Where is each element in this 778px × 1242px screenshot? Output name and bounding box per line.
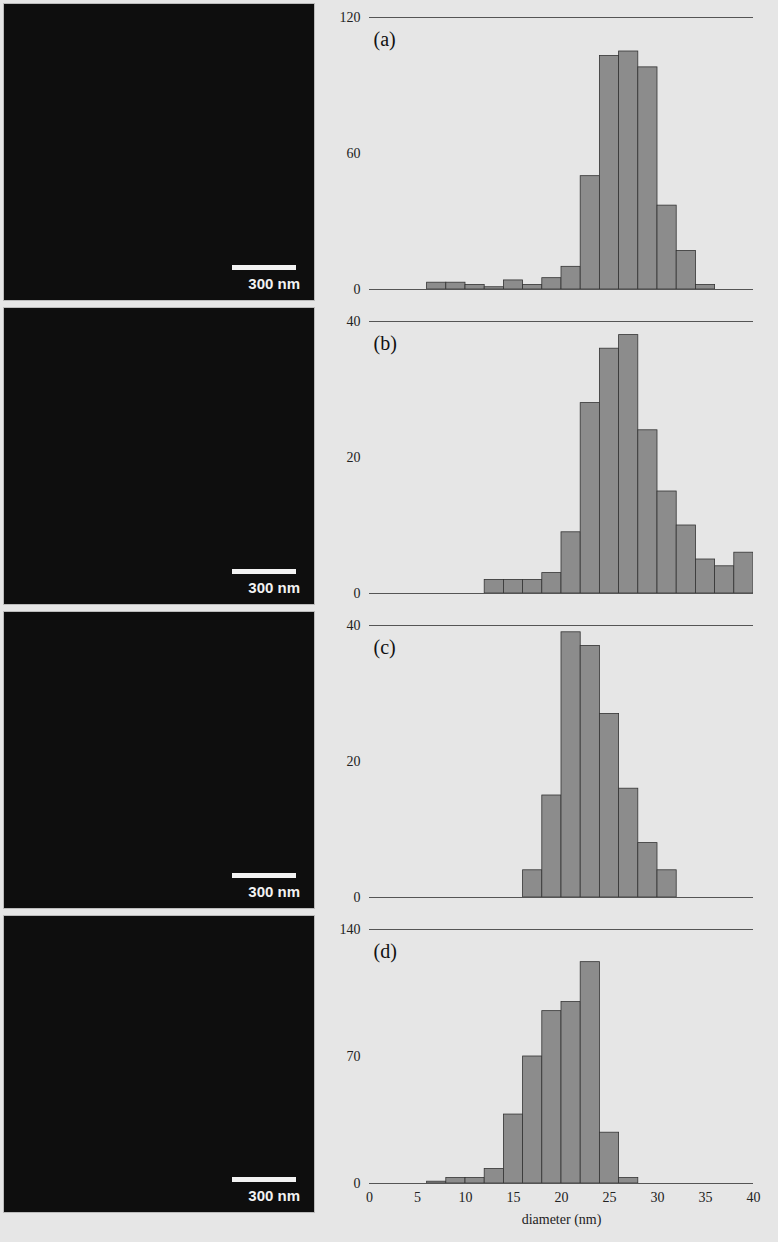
svg-text:0: 0 [366,1190,373,1205]
html-text:300 nm: 300 nm [248,275,300,292]
svg-text:0: 0 [354,890,361,905]
svg-text:60: 60 [347,146,361,161]
svg-text:40: 40 [747,1190,761,1205]
svg-text:0: 0 [354,282,361,297]
svg-text:(b): (b) [374,332,397,355]
svg-text:20: 20 [555,1190,569,1205]
html-text:300 nm: 300 nm [248,579,300,596]
svg-text:140: 140 [340,922,361,937]
svg-text:40: 40 [347,314,361,329]
svg-text:25: 25 [603,1190,617,1205]
svg-text:20: 20 [347,450,361,465]
svg-text:120: 120 [340,10,361,25]
svg-text:0: 0 [354,1176,361,1191]
svg-text:10: 10 [459,1190,473,1205]
svg-text:diameter (nm): diameter (nm) [522,1212,602,1228]
svg-text:(a): (a) [374,28,396,51]
svg-text:70: 70 [347,1049,361,1064]
svg-text:35: 35 [699,1190,713,1205]
svg-text:40: 40 [347,618,361,633]
svg-text:30: 30 [651,1190,665,1205]
svg-text:15: 15 [507,1190,521,1205]
html-text:300 nm: 300 nm [248,883,300,900]
svg-text:(d): (d) [374,940,397,963]
html-text:300 nm: 300 nm [248,1187,300,1204]
svg-text:5: 5 [414,1190,421,1205]
svg-text:20: 20 [347,754,361,769]
svg-text:(c): (c) [374,636,396,659]
svg-text:0: 0 [354,586,361,601]
